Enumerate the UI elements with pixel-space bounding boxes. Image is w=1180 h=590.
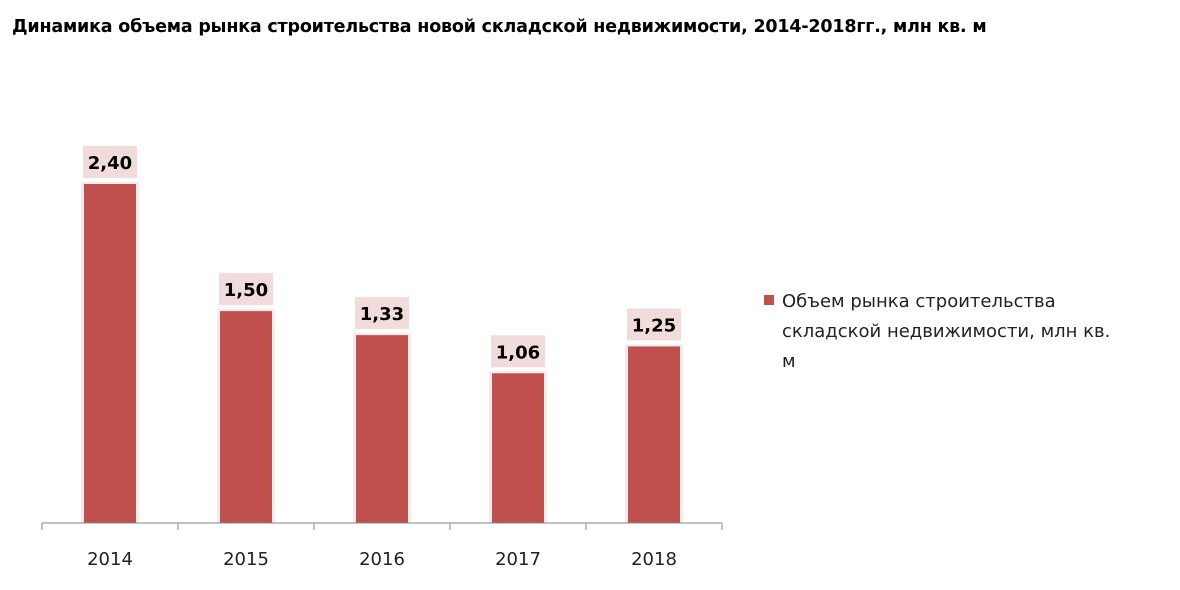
data-label: 2,40 <box>88 153 132 174</box>
x-tick-label: 2018 <box>631 549 677 570</box>
data-label-bg <box>83 146 137 178</box>
x-tick-label: 2016 <box>359 549 405 570</box>
data-label: 1,33 <box>360 304 404 325</box>
bar <box>356 335 408 523</box>
data-label: 1,06 <box>496 342 540 363</box>
data-label-bg <box>219 273 273 306</box>
data-label-bg <box>355 297 409 330</box>
x-tick-label: 2014 <box>87 549 133 570</box>
legend: Объем рынка строительства складской недв… <box>764 287 1124 377</box>
legend-swatch <box>764 295 774 305</box>
legend-label: Объем рынка строительства складской недв… <box>782 291 1111 372</box>
bar <box>220 311 272 523</box>
data-label-bg <box>491 335 545 368</box>
bar <box>628 346 680 523</box>
bar <box>84 184 136 523</box>
bar <box>492 373 544 523</box>
data-label: 1,50 <box>224 280 268 301</box>
x-tick-label: 2015 <box>223 549 269 570</box>
x-tick-label: 2017 <box>495 549 541 570</box>
chart-title: Динамика объема рынка строительства ново… <box>12 17 987 37</box>
data-label: 1,25 <box>632 315 676 336</box>
data-label-bg <box>627 308 681 341</box>
